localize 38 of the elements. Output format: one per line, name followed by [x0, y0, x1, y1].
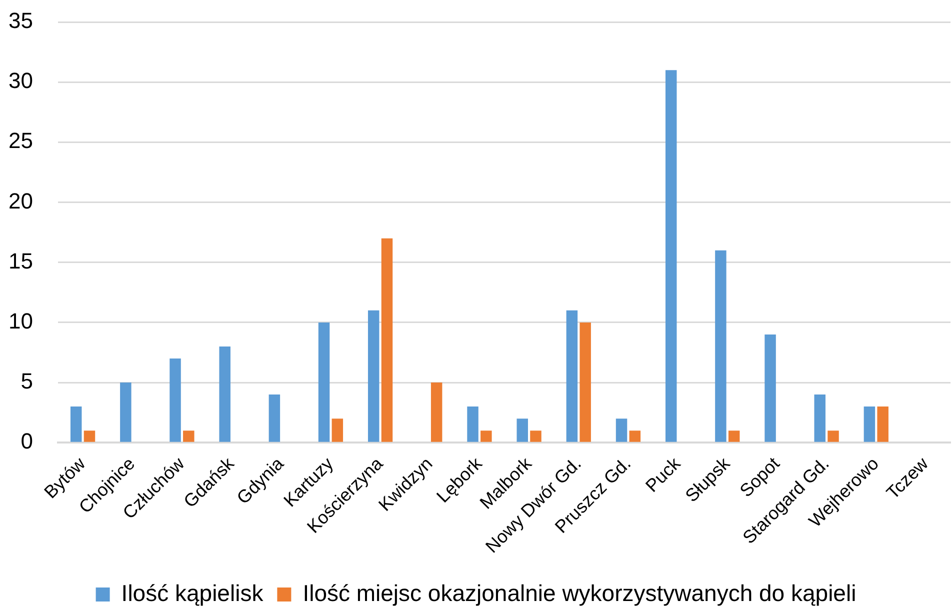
bar — [629, 430, 641, 442]
bar — [616, 418, 628, 442]
bar — [877, 406, 888, 442]
y-tick-label: 20 — [8, 188, 33, 214]
bar — [828, 430, 839, 442]
bar — [268, 394, 280, 442]
bar — [715, 250, 726, 442]
bar — [84, 430, 96, 442]
bar — [183, 430, 194, 442]
y-tick-label: 30 — [8, 68, 33, 94]
bar — [381, 238, 393, 442]
bar — [332, 418, 344, 442]
y-tick-label: 25 — [8, 128, 33, 154]
y-tick-label: 35 — [8, 8, 33, 34]
bar — [318, 322, 330, 442]
bar — [764, 334, 776, 442]
y-tick-label: 15 — [8, 248, 33, 274]
bar — [70, 406, 82, 442]
bar — [430, 382, 442, 442]
bar — [728, 430, 740, 442]
bar — [120, 382, 132, 442]
y-tick-label: 5 — [20, 368, 33, 394]
bar — [665, 70, 677, 442]
bar — [814, 394, 826, 442]
bar — [864, 406, 876, 442]
bar — [566, 310, 578, 442]
legend-label: Ilość kąpielisk — [121, 580, 264, 606]
bar — [467, 406, 478, 442]
bar — [170, 358, 181, 442]
bar — [530, 430, 542, 442]
bar — [516, 418, 528, 442]
y-tick-label: 0 — [20, 428, 33, 454]
bar — [219, 346, 230, 442]
bar — [480, 430, 492, 442]
y-tick-label: 10 — [8, 308, 33, 334]
bar — [580, 322, 591, 442]
legend-label: Ilość miejsc okazjonalnie wykorzystywanych do kąpieli — [302, 580, 856, 606]
bar — [368, 310, 380, 442]
